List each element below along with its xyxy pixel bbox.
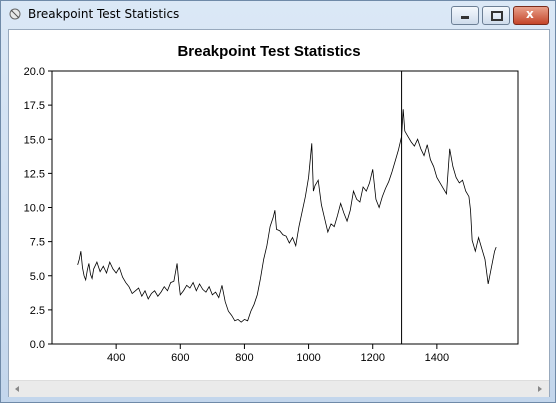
data-line [77,109,497,323]
y-tick-label: 12.5 [24,168,45,180]
plot-frame [51,70,519,345]
y-tick-label: 20.0 [24,66,45,78]
y-tick-label: 2.5 [30,305,45,317]
client-area: Breakpoint Test Statistics 0.0 2.5 5.0 7.5 1… [8,29,550,397]
y-tick-label: 5.0 [30,271,45,283]
scrollbar-arrows [15,386,542,392]
y-tick-label: 7.5 [30,237,45,249]
window-title: Breakpoint Test Statistics [28,7,180,21]
chart-title: Breakpoint Test Statistics [177,43,360,60]
x-tick-label: 1200 [360,352,384,364]
y-tick-label: 17.5 [24,100,45,112]
x-tick-label: 800 [235,352,253,364]
maximize-button[interactable] [482,6,510,25]
window-icon [9,8,21,20]
y-tick-label: 15.0 [24,134,45,146]
y-tick-label: 0.0 [30,339,45,351]
minimize-button[interactable] [451,6,479,25]
chart: Breakpoint Test Statistics 0.0 2.5 5.0 7.5 1… [24,43,519,364]
x-tick-label: 1000 [296,352,320,364]
horizontal-scrollbar[interactable] [9,380,549,397]
y-tick-label: 10.0 [24,203,45,215]
close-button[interactable]: x [513,6,549,25]
title-bar: Breakpoint Test Statistics x [1,1,555,28]
x-tick-label: 400 [107,352,125,364]
x-tick-label: 1400 [425,352,449,364]
x-tick-label: 600 [171,352,189,364]
